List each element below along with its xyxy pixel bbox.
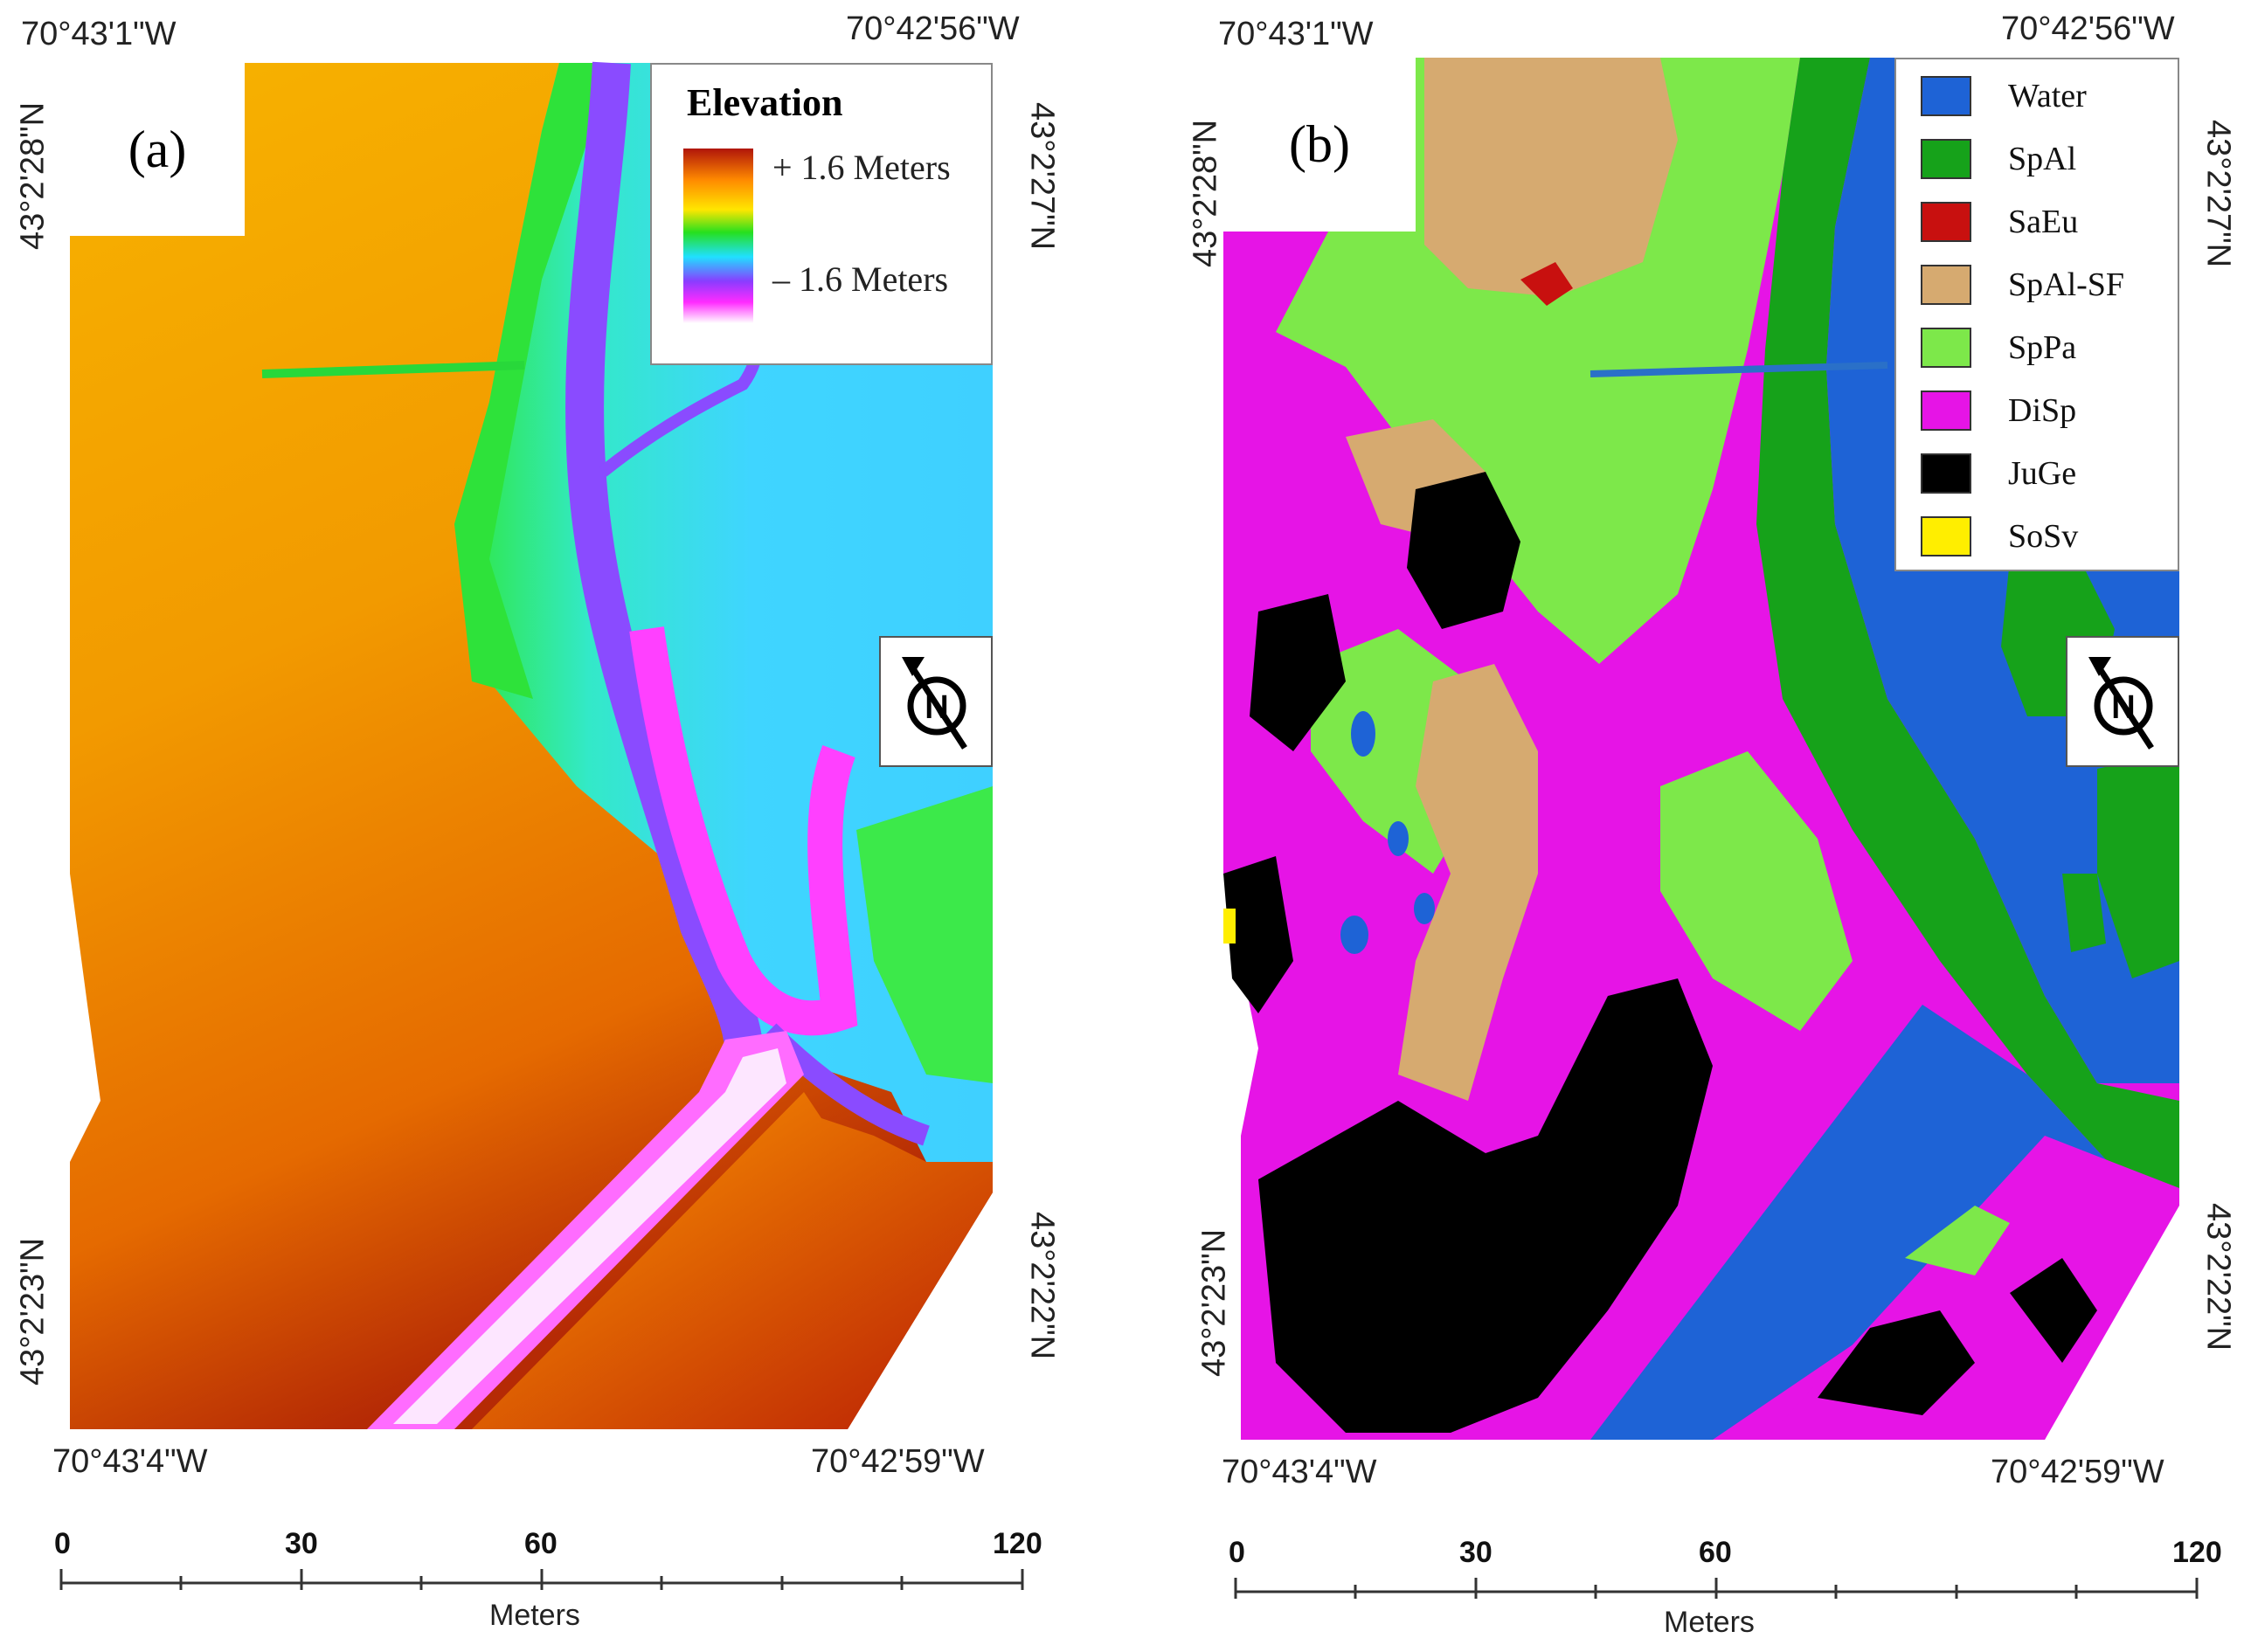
legend-item-sppa: SpPa xyxy=(1896,321,2076,374)
legend-label-water: Water xyxy=(2008,78,2087,114)
elevation-legend: Elevation + 1.6 Meters – 1.6 Meters xyxy=(650,63,993,365)
b-scale-bar xyxy=(1234,1578,2199,1599)
elevation-low-label: – 1.6 Meters xyxy=(772,259,949,299)
legend-swatch-spal xyxy=(1921,139,1971,179)
legend-item-spal-sf: SpAl-SF xyxy=(1896,259,2124,311)
legend-item-sosv: SoSv xyxy=(1896,510,2078,563)
legend-label-disp: DiSp xyxy=(2008,392,2077,429)
north-arrow-icon: N xyxy=(2088,657,2154,750)
legend-item-spal: SpAl xyxy=(1896,133,2076,185)
b-scale-tick-120: 120 xyxy=(2172,1536,2222,1569)
vegetation-legend: Water SpAl SaEu SpAl-SF SpPa DiSp JuGe S… xyxy=(1894,58,2179,571)
b-north-arrow: N xyxy=(2066,636,2179,767)
a-scale-tick-0: 0 xyxy=(54,1527,71,1560)
b-coord-right-top: 43°2'27"N xyxy=(2199,119,2237,268)
legend-item-water: Water xyxy=(1896,70,2087,122)
b-coord-left-top: 43°2'28"N xyxy=(1187,119,1224,268)
a-coord-top-right: 70°42'56"W xyxy=(846,10,1020,47)
legend-swatch-water xyxy=(1921,76,1971,116)
legend-swatch-disp xyxy=(1921,391,1971,431)
legend-swatch-juge xyxy=(1921,453,1971,494)
a-coord-bottom-left: 70°43'4"W xyxy=(52,1443,208,1480)
elevation-ramp xyxy=(683,149,753,323)
legend-item-saeu: SaEu xyxy=(1896,196,2078,248)
legend-swatch-spal-sf xyxy=(1921,265,1971,305)
b-scale-unit: Meters xyxy=(1664,1606,1755,1639)
a-coord-top-left: 70°43'1"W xyxy=(21,16,177,52)
b-coord-bottom-right: 70°42'59"W xyxy=(1991,1454,2164,1490)
svg-text:N: N xyxy=(2111,689,2135,726)
a-coord-right-top: 43°2'27"N xyxy=(1023,101,1061,251)
legend-label-spal-sf: SpAl-SF xyxy=(2008,266,2125,303)
legend-label-sppa: SpPa xyxy=(2008,329,2077,366)
legend-swatch-saeu xyxy=(1921,202,1971,242)
legend-swatch-sppa xyxy=(1921,328,1971,368)
b-panel-label: (b) xyxy=(1223,58,1416,232)
legend-item-disp: DiSp xyxy=(1896,384,2076,437)
a-north-arrow: N xyxy=(879,636,993,767)
a-coord-right-bottom: 43°2'22"N xyxy=(1023,1211,1061,1360)
b-scale-tick-30: 30 xyxy=(1459,1536,1493,1569)
a-scale-bar xyxy=(59,1569,1024,1590)
a-scale-tick-30: 30 xyxy=(285,1527,318,1560)
b-coord-bottom-left: 70°43'4"W xyxy=(1222,1454,1377,1490)
legend-label-spal: SpAl xyxy=(2008,141,2077,177)
a-scale-tick-60: 60 xyxy=(524,1527,558,1560)
legend-label-sosv: SoSv xyxy=(2008,518,2079,555)
b-scale-tick-0: 0 xyxy=(1229,1536,1245,1569)
a-coord-bottom-right: 70°42'59"W xyxy=(811,1443,985,1480)
elevation-legend-title: Elevation xyxy=(687,81,843,124)
legend-item-juge: JuGe xyxy=(1896,447,2076,500)
b-coord-top-left: 70°43'1"W xyxy=(1218,16,1374,52)
b-coord-top-right: 70°42'56"W xyxy=(2001,10,2175,47)
tidal-channel xyxy=(565,61,764,1079)
svg-text:N: N xyxy=(925,689,948,726)
legend-swatch-sosv xyxy=(1921,516,1971,556)
a-scale-tick-120: 120 xyxy=(993,1527,1042,1560)
legend-label-juge: JuGe xyxy=(2008,455,2077,492)
a-panel-label: (a) xyxy=(70,63,245,236)
b-scale-tick-60: 60 xyxy=(1699,1536,1732,1569)
legend-label-saeu: SaEu xyxy=(2008,204,2079,240)
north-arrow-icon: N xyxy=(902,657,967,750)
a-scale-unit: Meters xyxy=(489,1599,580,1632)
elevation-high-label: + 1.6 Meters xyxy=(772,148,951,187)
b-coord-right-bottom: 43°2'22"N xyxy=(2199,1202,2237,1351)
